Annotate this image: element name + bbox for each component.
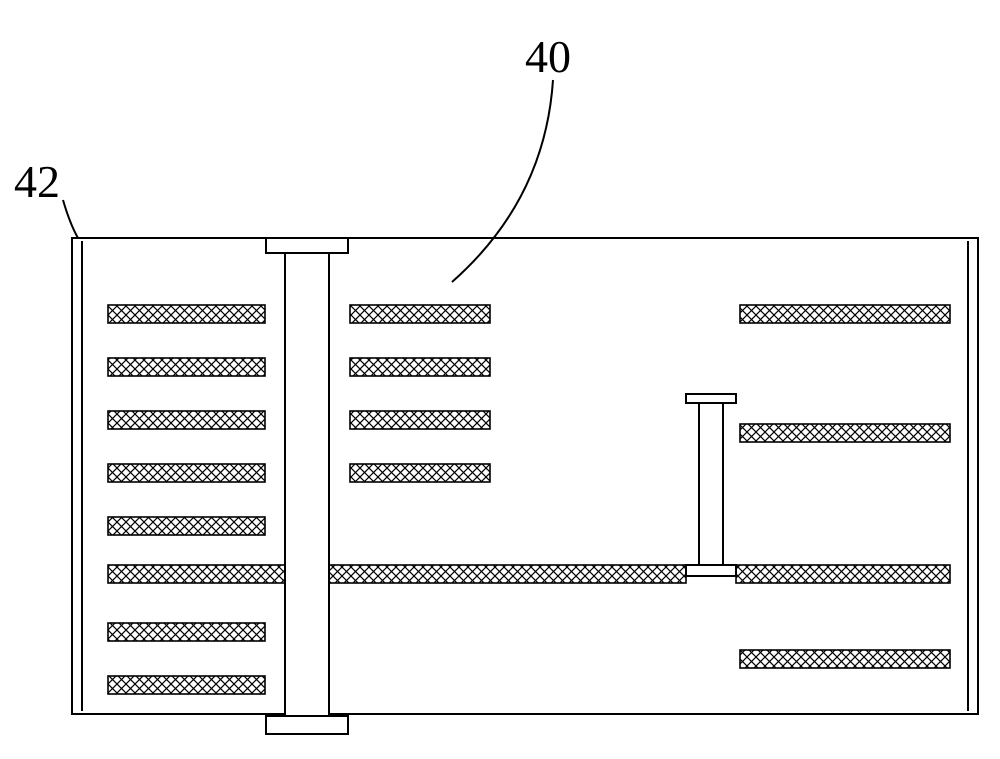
post-left-shaft [285, 253, 329, 716]
post-left-top-cap [266, 238, 348, 253]
bar-long-seg2 [329, 565, 686, 583]
leader-n40 [452, 80, 553, 282]
post-right-top-cap [686, 394, 736, 403]
label-n42: 42 [14, 155, 60, 208]
bar-mid-3 [350, 464, 490, 482]
bar-mid-1 [350, 358, 490, 376]
bar-right-mid [740, 424, 950, 442]
bar-long-seg1 [108, 565, 285, 583]
post-right-bottom-cap [686, 565, 736, 576]
post-right-shaft [699, 403, 723, 565]
bar-left-3 [108, 464, 265, 482]
bar-left-6 [108, 676, 265, 694]
bar-left-1 [108, 358, 265, 376]
bar-left-4 [108, 517, 265, 535]
bar-left-5 [108, 623, 265, 641]
bar-mid-2 [350, 411, 490, 429]
post-left-bottom-cap [266, 716, 348, 734]
bar-mid-0 [350, 305, 490, 323]
bar-left-2 [108, 411, 265, 429]
label-n40: 40 [525, 30, 571, 83]
bar-long-seg3 [736, 565, 950, 583]
bar-left-0 [108, 305, 265, 323]
bar-right-low [740, 650, 950, 668]
leader-n42 [63, 200, 78, 238]
bar-right-top [740, 305, 950, 323]
